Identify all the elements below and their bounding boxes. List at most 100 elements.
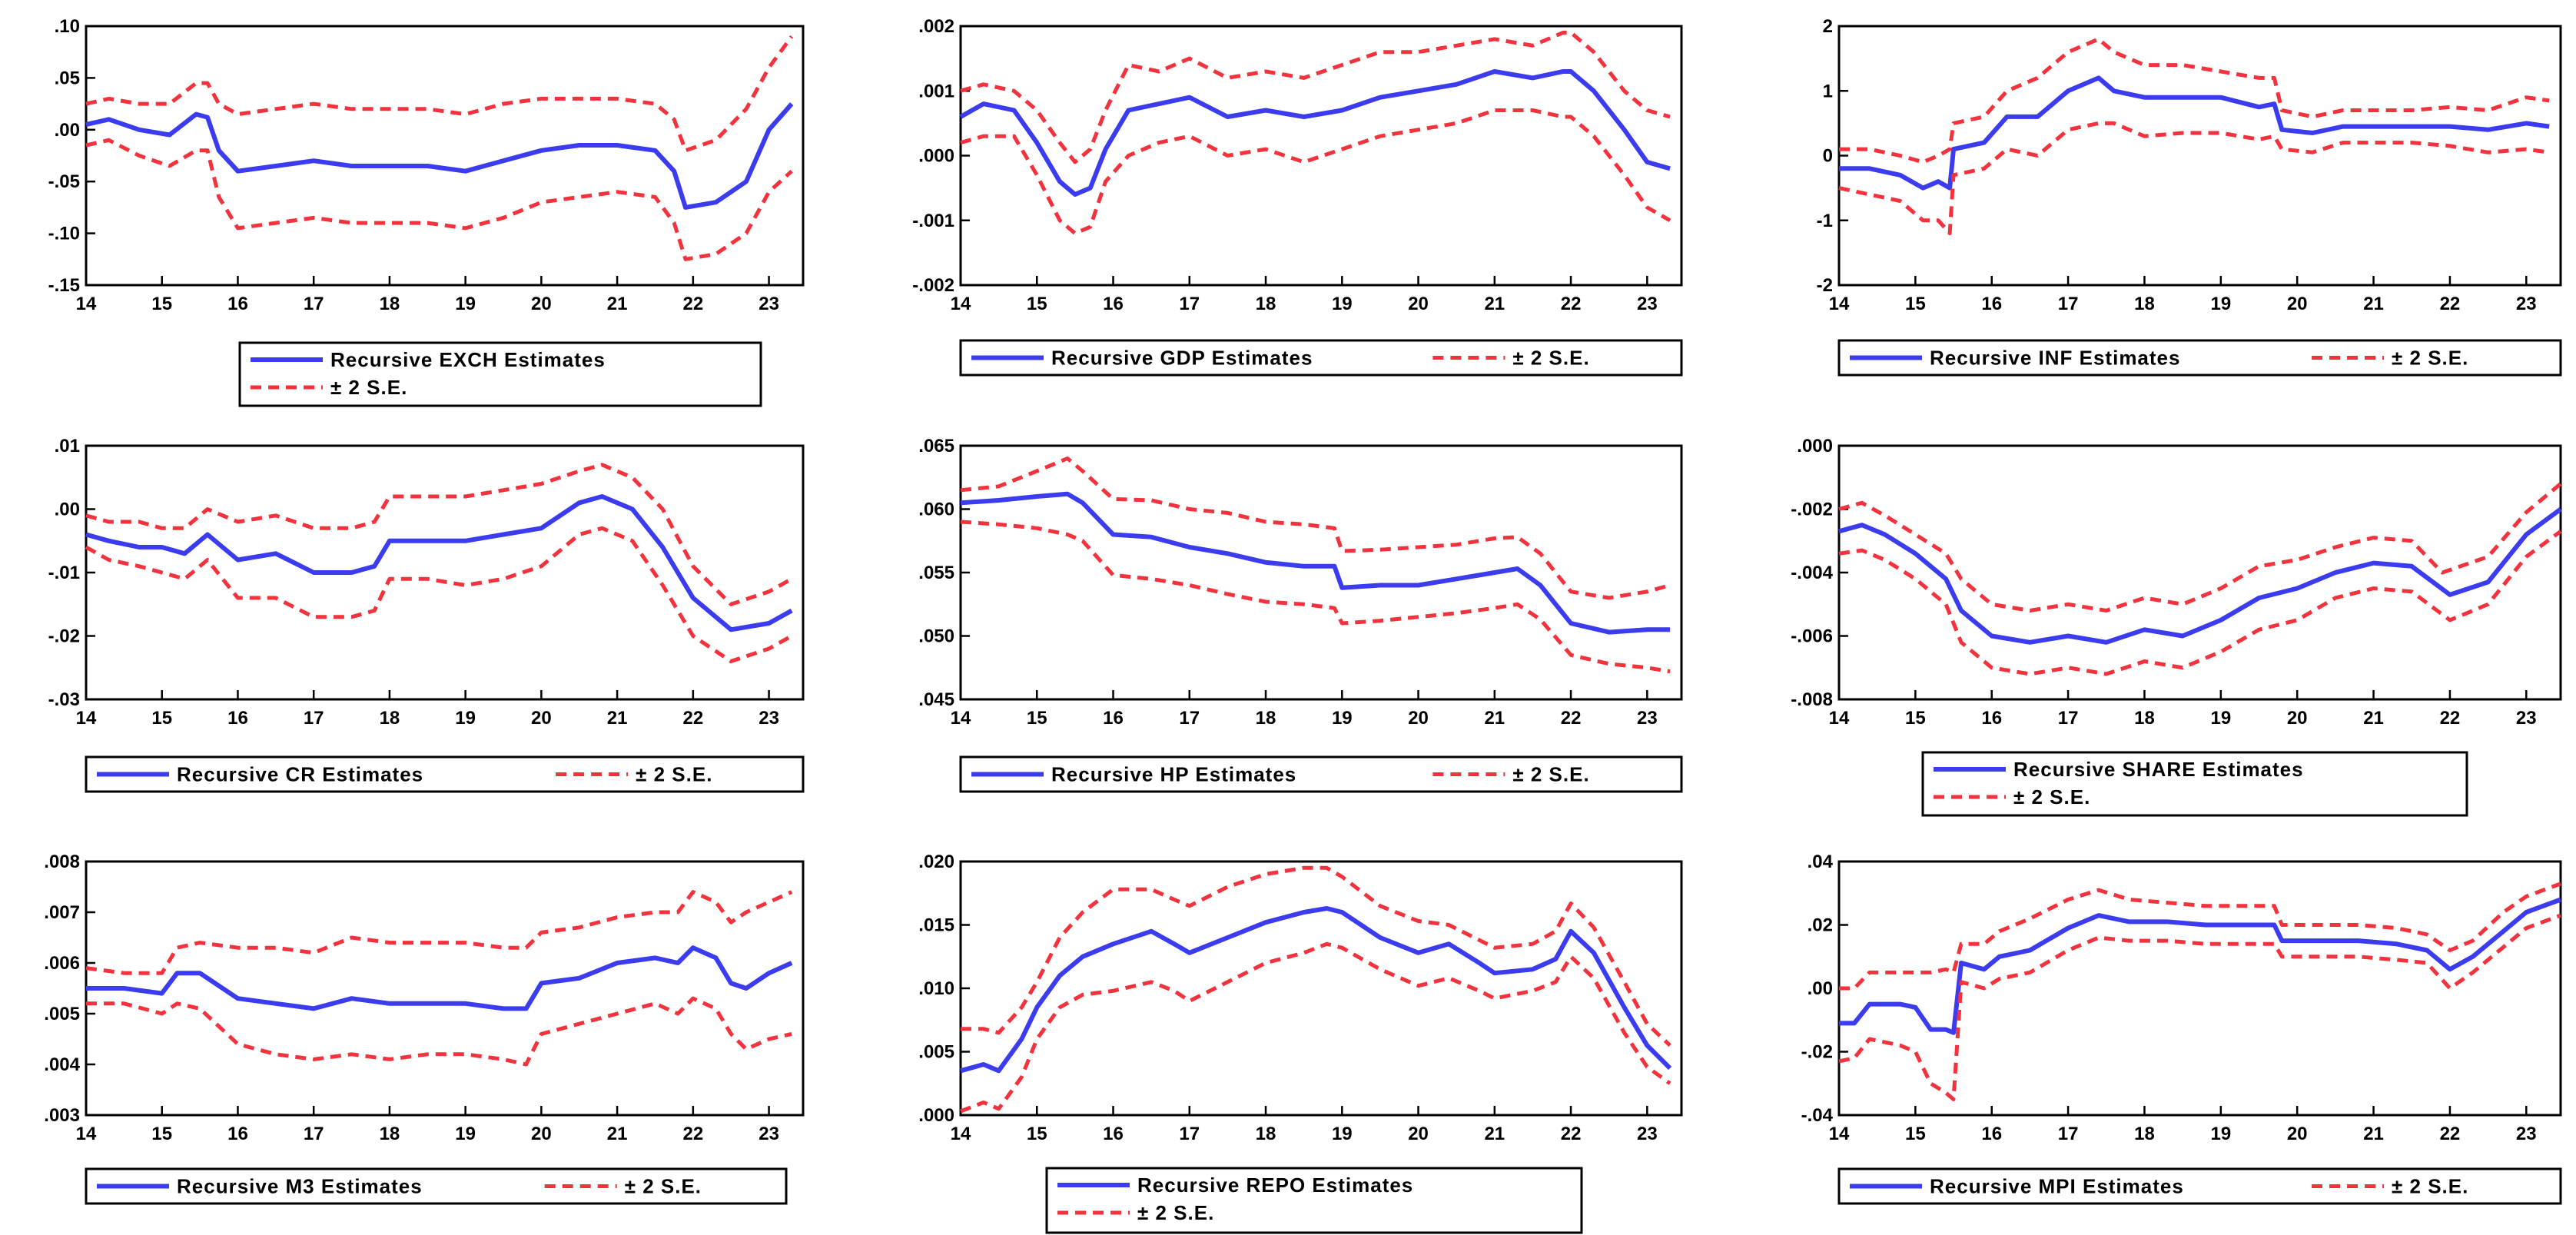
y-tick-label: .002 (918, 16, 954, 37)
x-tick-label: 18 (380, 1124, 400, 1144)
y-tick-label: .04 (1808, 852, 1834, 872)
chart-gdp: -.002 -.001 .000 .001 .002 14 15 16 17 18 19 20 21 22… (912, 16, 1683, 377)
y-tick-label: .02 (1808, 915, 1833, 936)
x-tick-label: 16 (227, 1124, 248, 1144)
x-tick-label: 21 (607, 294, 628, 314)
y-tick-label: -.02 (48, 626, 80, 647)
plot-frame (1837, 25, 2562, 287)
plot-frame (85, 25, 805, 287)
y-tick-label: .050 (918, 626, 954, 647)
x-tick-label: 22 (1561, 708, 1582, 729)
y-tick-label: 1 (1823, 81, 1833, 101)
y-tick-label: 0 (1823, 146, 1833, 167)
legend: Recursive M3 Estimates ± 2 S.E. (85, 1167, 788, 1205)
legend-estimate-label: Recursive EXCH Estimates (330, 348, 606, 371)
y-tick-label: .05 (55, 68, 80, 88)
series-lower-band-line (960, 941, 1671, 1114)
x-tick-label: 14 (1829, 1124, 1850, 1144)
y-tick-label: -2 (1817, 275, 1833, 296)
x-tick-label: 16 (227, 708, 248, 729)
legend-box (238, 341, 762, 407)
y-tick-label: -.04 (1801, 1105, 1834, 1126)
x-tick-label: 21 (1484, 294, 1505, 314)
x-tick-label: 17 (1179, 708, 1200, 729)
y-tick-label: -.10 (48, 224, 80, 244)
x-tick-label: 17 (2058, 1124, 2079, 1144)
x-tick-label: 23 (759, 1124, 779, 1144)
x-tick-label: 16 (1981, 708, 2002, 729)
legend-band-label: ± 2 S.E. (2392, 347, 2468, 370)
x-tick-label: 15 (1027, 708, 1047, 729)
legend: Recursive INF Estimates ± 2 S.E. (1837, 339, 2562, 377)
y-tick-label: .000 (1797, 436, 1833, 456)
x-tick-label: 20 (2287, 1124, 2308, 1144)
y-tick-label: -.03 (48, 689, 80, 710)
y-tick-label: .055 (918, 563, 954, 583)
x-tick-label: 17 (1179, 294, 1200, 314)
legend-estimate-label: Recursive GDP Estimates (1051, 347, 1313, 370)
x-tick-label: 21 (2363, 708, 2384, 729)
legend-box (1837, 1167, 2562, 1205)
y-tick-label: .006 (44, 953, 80, 974)
legend-box (85, 1167, 788, 1205)
series-upper-band-line (960, 456, 1671, 600)
x-tick-label: 21 (2363, 294, 2384, 314)
x-tick-label: 16 (1103, 708, 1124, 729)
series-estimate-line (86, 945, 793, 1011)
x-tick-label: 21 (1484, 708, 1505, 729)
series-upper-band-line (85, 890, 793, 975)
legend: Recursive GDP Estimates ± 2 S.E. (959, 339, 1683, 377)
x-tick-label: 22 (682, 708, 703, 729)
legend-box (1921, 751, 2468, 817)
chart-exch: -.15 -.10 -.05 .00 .05 .10 14 15 16 17 18 19 20 21 22 2… (48, 16, 805, 407)
y-tick-label: -.002 (912, 275, 954, 296)
plot-frame (959, 860, 1683, 1117)
plot-frame (1837, 860, 2562, 1117)
series-lower-band-line (1838, 530, 2562, 676)
y-tick-label: -.15 (48, 275, 80, 296)
x-tick-label: 15 (1905, 1124, 1926, 1144)
x-tick-label: 22 (1561, 1124, 1582, 1144)
legend-box (85, 755, 805, 793)
y-tick-label: .020 (918, 852, 954, 872)
x-tick-label: 15 (1027, 1124, 1047, 1144)
x-tick-label: 20 (531, 708, 552, 729)
x-tick-label: 19 (1332, 294, 1353, 314)
x-tick-label: 15 (151, 708, 172, 729)
x-tick-label: 22 (682, 294, 703, 314)
chart-inf: -2 -1 0 1 2 14 15 16 17 18 19 20 21 22 23 Recursive INF… (1817, 16, 2562, 377)
series-estimate-line (1839, 897, 2562, 1035)
x-tick-label: 15 (151, 294, 172, 314)
legend-band-label: ± 2 S.E. (625, 1175, 702, 1198)
y-tick-label: .00 (55, 500, 80, 520)
plot-frame (959, 444, 1683, 701)
x-tick-label: 18 (1256, 294, 1276, 314)
y-tick-label: -1 (1817, 211, 1833, 231)
x-tick-label: 15 (1905, 708, 1926, 729)
x-tick-label: 19 (1332, 1124, 1353, 1144)
legend-estimate-label: Recursive HP Estimates (1051, 763, 1296, 786)
series-estimate-line (85, 494, 793, 632)
x-tick-label: 14 (951, 1124, 971, 1144)
x-tick-label: 17 (1179, 1124, 1200, 1144)
x-tick-label: 22 (2440, 294, 2461, 314)
series-estimate-line (1839, 75, 2550, 191)
series-upper-band-line (960, 30, 1671, 164)
legend-estimate-label: Recursive M3 Estimates (177, 1175, 423, 1198)
chart-cr: -.03 -.02 -.01 .00 .01 14 15 16 17 18 19 20 21 22 23 Re… (48, 436, 805, 793)
x-tick-label: 23 (2516, 708, 2537, 729)
y-tick-label: .01 (55, 436, 80, 456)
x-tick-label: 19 (455, 294, 476, 314)
y-tick-label: -.001 (912, 211, 954, 231)
legend: Recursive CR Estimates ± 2 S.E. (85, 755, 805, 793)
x-tick-label: 23 (1637, 708, 1658, 729)
legend-band-label: ± 2 S.E. (1137, 1201, 1214, 1224)
x-tick-label: 16 (1981, 294, 2002, 314)
y-tick-label: -.02 (1801, 1042, 1833, 1063)
y-tick-label: .045 (918, 689, 954, 710)
y-tick-label: .000 (918, 146, 954, 167)
y-tick-label: -.01 (48, 563, 80, 583)
x-tick-label: 17 (304, 1124, 324, 1144)
x-tick-label: 14 (951, 708, 971, 729)
y-tick-label: .003 (44, 1105, 80, 1126)
